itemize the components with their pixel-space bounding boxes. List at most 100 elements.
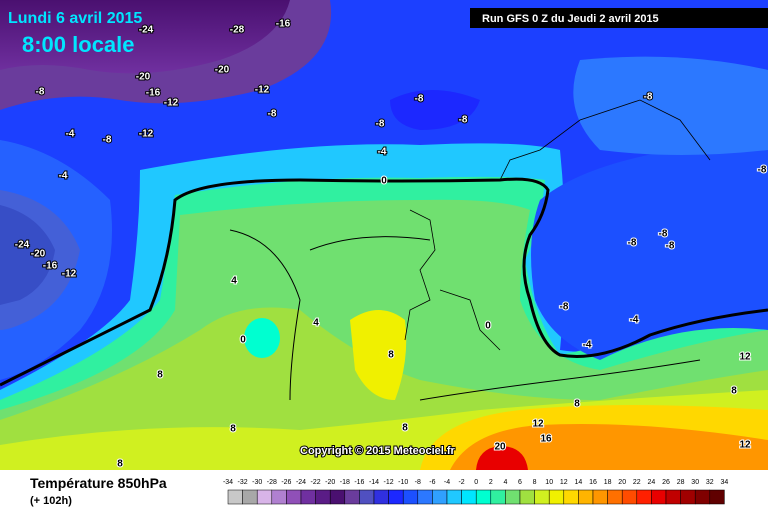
scale-label: 4 xyxy=(503,479,507,486)
contour-label: -4 xyxy=(66,129,75,140)
color-swatch xyxy=(680,489,696,505)
scale-label: -20 xyxy=(325,479,335,486)
color-swatch xyxy=(621,489,638,505)
scale-label: 20 xyxy=(618,479,626,486)
color-swatch xyxy=(592,489,608,505)
contour-label: -16 xyxy=(146,88,161,99)
run-box xyxy=(470,8,768,28)
contour-label: 4 xyxy=(231,276,237,287)
scale-label: 26 xyxy=(662,479,670,486)
contour-label: -24 xyxy=(139,25,154,36)
contour-label: 8 xyxy=(117,459,123,470)
contour-label: 8 xyxy=(157,370,163,381)
color-swatch xyxy=(519,489,535,505)
color-swatch xyxy=(315,489,331,505)
color-swatch xyxy=(490,489,506,505)
forecast-date: Lundi 6 avril 2015 xyxy=(8,10,142,27)
scale-label: -22 xyxy=(311,479,321,486)
scale-label: 0 xyxy=(474,479,478,486)
color-swatch xyxy=(578,489,594,505)
contour-label: 8 xyxy=(388,350,394,361)
contour-label: -12 xyxy=(62,269,77,280)
contour-label: 0 xyxy=(381,176,387,187)
contour-label: -8 xyxy=(36,87,45,98)
contour-label: 4 xyxy=(313,318,319,329)
contour-label: 0 xyxy=(485,321,491,332)
scale-label: 16 xyxy=(589,479,597,486)
color-swatch xyxy=(242,489,258,505)
contour-labels: -28-24-16-20-20-16-12-12-8-8-12-8-4-4-8-… xyxy=(14,18,768,471)
contour-label: -12 xyxy=(139,129,154,140)
color-swatch xyxy=(432,489,448,505)
contour-label: -20 xyxy=(215,65,230,76)
contour-label: -8 xyxy=(459,115,468,126)
scale-label: -4 xyxy=(444,479,450,486)
scale-label: 8 xyxy=(533,479,537,486)
variable-title: Température 850hPa xyxy=(30,475,167,491)
lead-time: (+ 102h) xyxy=(30,495,72,507)
color-swatch xyxy=(563,489,579,505)
scale-label: -30 xyxy=(252,479,262,486)
color-swatch xyxy=(651,489,667,505)
color-scale: -34 -32 -30 -28 -26 -24 -22 -20 -18 -16 -14 -12 -10-… xyxy=(223,479,728,505)
color-swatch xyxy=(402,489,419,505)
contour-label: 8 xyxy=(230,424,236,435)
contour-label: -12 xyxy=(255,85,270,96)
contour-label: 12 xyxy=(532,419,544,430)
scale-label: -10 xyxy=(398,479,408,486)
color-swatch xyxy=(461,489,477,505)
scale-label: -2 xyxy=(458,479,464,486)
copyright: Copyright © 2015 Meteociel.fr xyxy=(300,445,456,457)
scale-label: -16 xyxy=(354,479,364,486)
contour-label: 8 xyxy=(402,423,408,434)
contour-label: -4 xyxy=(583,340,592,351)
contour-label: -8 xyxy=(103,135,112,146)
color-swatch xyxy=(548,489,565,505)
color-swatch xyxy=(256,489,273,505)
contour-label: -8 xyxy=(376,119,385,130)
scale-label: -8 xyxy=(415,479,421,486)
contour-label: -4 xyxy=(59,171,68,182)
contour-label: -4 xyxy=(630,315,639,326)
contour-label: -8 xyxy=(560,302,569,313)
color-swatch xyxy=(227,489,243,505)
contour-label: -8 xyxy=(415,94,424,105)
color-swatch xyxy=(286,489,302,505)
color-swatch xyxy=(388,489,404,505)
color-swatch xyxy=(417,489,433,505)
color-swatch xyxy=(329,489,346,505)
contour-label: -8 xyxy=(644,92,653,103)
contour-label: 16 xyxy=(540,434,552,445)
color-swatch xyxy=(636,489,652,505)
contour-label: 0 xyxy=(240,335,246,346)
forecast-time: 8:00 locale xyxy=(22,32,135,57)
contour-label: -8 xyxy=(659,229,668,240)
contour-label: -24 xyxy=(15,240,30,251)
contour-label: -20 xyxy=(136,72,151,83)
scale-label: -26 xyxy=(281,479,291,486)
contour-label: -16 xyxy=(43,261,58,272)
contour-label: -12 xyxy=(164,98,179,109)
contour-label: -8 xyxy=(268,109,277,120)
color-swatch xyxy=(607,489,623,505)
scale-label: -32 xyxy=(238,479,248,486)
contour-label: -28 xyxy=(230,25,245,36)
contour-label: 20 xyxy=(494,442,506,453)
scale-label: 18 xyxy=(604,479,612,486)
run-info: Run GFS 0 Z du Jeudi 2 avril 2015 xyxy=(482,13,659,25)
scale-label: 2 xyxy=(489,479,493,486)
color-swatch xyxy=(475,489,492,505)
scale-label: 28 xyxy=(677,479,685,486)
scale-label: -18 xyxy=(340,479,350,486)
color-swatch xyxy=(534,489,550,505)
scale-label: 32 xyxy=(706,479,714,486)
scale-label: 24 xyxy=(648,479,656,486)
contour-label: -16 xyxy=(276,19,291,30)
color-swatch xyxy=(359,489,375,505)
color-swatch xyxy=(505,489,521,505)
color-swatch xyxy=(709,489,725,505)
contour-label: 12 xyxy=(739,352,751,363)
scale-label: -12 xyxy=(384,479,394,486)
scale-label: 6 xyxy=(518,479,522,486)
